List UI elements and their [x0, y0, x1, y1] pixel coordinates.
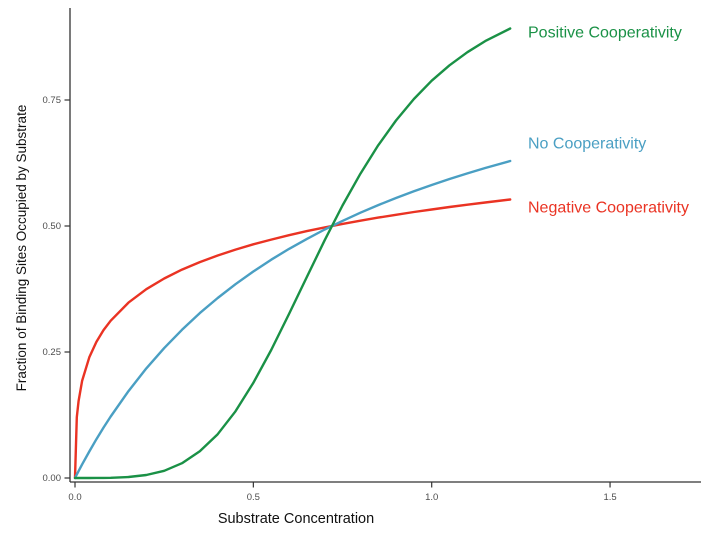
curve-labels-group: Positive Cooperativity No Cooperativity Ne…: [528, 24, 689, 216]
series-line-positive-cooperativity: [73, 27, 512, 480]
ticks-group: 0.0 0.5 1.0 1.5 0.00 0.25 0.50 0.75: [43, 95, 617, 503]
series-group: [73, 27, 512, 480]
x-tick-label: 1.5: [603, 492, 616, 503]
y-axis-title: Fraction of Binding Sites Occupied by Su…: [14, 104, 29, 392]
x-axis-title: Substrate Concentration: [217, 511, 375, 527]
x-tick-label: 0.5: [247, 492, 260, 503]
y-tick-label: 0.75: [43, 95, 62, 106]
series-label-no-cooperativity: No Cooperativity: [528, 135, 646, 152]
series-label-negative-cooperativity: Negative Cooperativity: [528, 199, 689, 216]
series-line-negative-cooperativity: [73, 198, 512, 480]
x-tick-label: 0.0: [68, 492, 81, 503]
y-tick-label: 0.00: [43, 473, 62, 484]
axes-group: [69, 8, 701, 483]
y-tick-label: 0.50: [43, 221, 62, 232]
y-tick-label: 0.25: [43, 347, 62, 358]
series-label-positive-cooperativity: Positive Cooperativity: [528, 24, 682, 41]
series-line-no-cooperativity: [73, 159, 512, 480]
x-tick-label: 1.0: [425, 492, 438, 503]
